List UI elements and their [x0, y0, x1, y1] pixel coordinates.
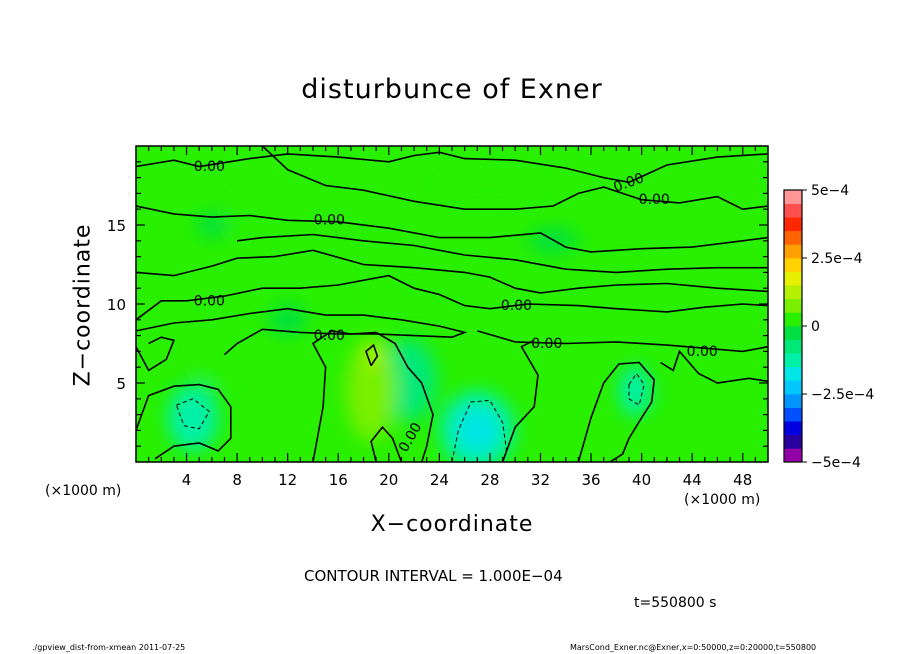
- x-axis: 4 8 12 16 20 24 28 32 36 40 44 48: [148, 146, 756, 489]
- chart-title: disturbunce of Exner: [301, 74, 603, 105]
- footer-script: ./gpview_dist-from-xmean 2011-07-25: [32, 643, 186, 652]
- field-feature-core: [178, 399, 207, 437]
- x-tick-label: 32: [531, 471, 550, 489]
- x-tick-label: 8: [232, 471, 242, 489]
- field-feature: [192, 315, 244, 388]
- colorbar-label: 5e−4: [811, 183, 849, 199]
- contour-label: 0.00: [314, 213, 345, 229]
- x-tick-label: 28: [480, 471, 499, 489]
- colorbar-label: −5e−4: [811, 455, 861, 471]
- field-features: [167, 169, 756, 462]
- contour-line: [136, 205, 768, 253]
- contour-label: 0.00: [194, 159, 225, 175]
- contour-label: 0.00: [194, 293, 225, 309]
- field-feature-core: [626, 376, 645, 405]
- colorbar-segment: [784, 258, 802, 272]
- contour-line: [136, 336, 175, 372]
- time-stamp: t=550800 s: [634, 595, 717, 611]
- colorbar-segment: [784, 353, 802, 368]
- x-tick-label: 16: [329, 471, 348, 489]
- x-tick-label: 20: [379, 471, 398, 489]
- contour-line: [370, 425, 403, 462]
- x-unit-left: (×1000 m): [45, 483, 122, 499]
- colorbar-segment: [784, 244, 802, 259]
- contour-label: 0.00: [531, 336, 562, 352]
- x-tick-label: 24: [430, 471, 449, 489]
- contour-dashed: [628, 372, 645, 406]
- contour-line: [365, 343, 379, 367]
- colorbar-label: 2.5e−4: [811, 251, 863, 267]
- field-feature: [679, 383, 756, 447]
- colorbar-segment: [784, 312, 802, 327]
- contour-line: [136, 249, 768, 294]
- colorbar-segment: [784, 271, 802, 286]
- colorbar-segment: [784, 407, 802, 422]
- field-feature: [196, 212, 228, 238]
- field-feature: [345, 340, 397, 442]
- contour-label: 0.00: [501, 298, 532, 314]
- contour-fill: [136, 146, 768, 462]
- colorbar-segment: [784, 298, 802, 313]
- field-feature-core: [456, 408, 499, 453]
- y-tick-label: 15: [107, 217, 126, 235]
- x-tick-label: 12: [278, 471, 297, 489]
- contour-label: 0.00: [314, 328, 345, 344]
- contour-line: [261, 146, 768, 211]
- y-tick-label: 10: [107, 296, 126, 314]
- contour-line: [660, 349, 768, 384]
- contour-line: [136, 307, 468, 356]
- y-axis-label: Z−coordinate: [70, 223, 96, 387]
- contour-line: [136, 274, 768, 321]
- colorbar-segment: [784, 394, 802, 408]
- contour-line: [311, 330, 434, 462]
- x-tick-label: 36: [581, 471, 600, 489]
- contour-lines: [136, 146, 768, 462]
- colorbar-segment: [784, 326, 802, 340]
- field-feature: [227, 191, 273, 243]
- contour-label: 0.00: [639, 192, 670, 208]
- colorbar: 5e−4 2.5e−4 0 −2.5e−4 −5e−4: [783, 183, 874, 471]
- field-feature: [376, 280, 452, 312]
- x-tick-label: 48: [733, 471, 752, 489]
- x-tick-label: 40: [632, 471, 651, 489]
- contour-label: 0.00: [687, 344, 718, 360]
- colorbar-label: 0: [811, 319, 820, 335]
- contour-line: [136, 383, 232, 460]
- x-axis-label: X−coordinate: [370, 512, 534, 537]
- field-feature: [584, 240, 661, 273]
- contour-line: [577, 361, 656, 462]
- x-tick-label: 44: [683, 471, 702, 489]
- colorbar-segment: [784, 434, 802, 449]
- colorbar-segment: [784, 380, 802, 395]
- colorbar-label: −2.5e−4: [811, 387, 874, 403]
- colorbar-segment: [784, 339, 802, 354]
- y-axis: 5 10 15: [107, 161, 768, 447]
- colorbar-segment: [784, 285, 802, 300]
- x-tick-label: 4: [182, 471, 192, 489]
- colorbar-segment: [784, 366, 802, 381]
- colorbar-segment: [784, 230, 802, 245]
- colorbar-segment: [784, 203, 802, 218]
- x-unit-right: (×1000 m): [684, 492, 761, 508]
- contour-dashed: [175, 398, 210, 430]
- colorbar-segment: [784, 448, 802, 463]
- colorbar-segment: [784, 421, 802, 436]
- contour-line: [236, 233, 768, 274]
- contour-interval-note: CONTOUR INTERVAL = 1.000E−04: [304, 567, 563, 585]
- colorbar-segment: [784, 217, 802, 232]
- colorbar-segment: [784, 190, 802, 204]
- field-feature: [439, 169, 541, 202]
- footer-source: MarsCond_Exner.nc@Exner,x=0:50000,z=0:20…: [570, 643, 817, 652]
- y-tick-label: 5: [116, 375, 126, 393]
- field-feature: [268, 304, 307, 336]
- contour-line: [501, 339, 539, 462]
- contour-line: [477, 330, 768, 353]
